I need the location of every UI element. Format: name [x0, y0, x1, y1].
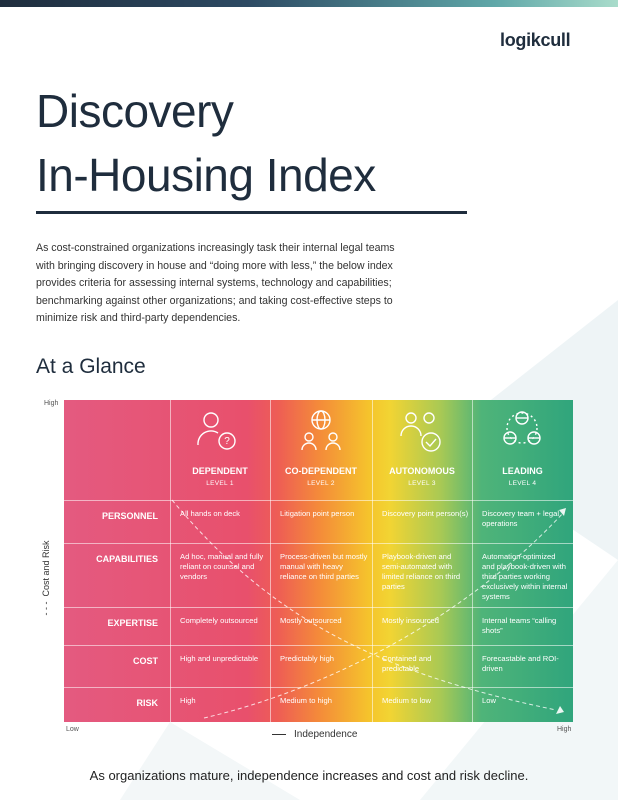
cell-text: Ad hoc, manual and fully reliant on coun…: [180, 552, 264, 581]
cell-text: Mostly outsourced: [280, 616, 342, 625]
y-axis-title: Cost and Risk: [41, 540, 51, 597]
icon-part: [506, 412, 538, 444]
row-label: COST: [132, 656, 158, 666]
cell-text: Playbook-driven and semi-automated with …: [382, 552, 461, 591]
icon-part: [400, 425, 422, 437]
cell-text: Completely outsourced: [180, 616, 258, 625]
x-axis-title: Independence: [294, 729, 358, 740]
cell-text: Contained and predictable: [382, 654, 432, 673]
trend-arrow: [171, 499, 557, 711]
icon-part: [515, 411, 529, 425]
axis-line: [272, 733, 286, 736]
top-bar: [0, 0, 618, 7]
title: In-Housing Index: [36, 149, 376, 201]
icon-part: [405, 412, 417, 424]
cell-text: Low: [482, 696, 496, 705]
cell-text: Medium to high: [280, 696, 332, 705]
cell-text: Predictably high: [280, 654, 335, 663]
grid-line: [64, 687, 573, 688]
icon-part: [304, 432, 314, 442]
axis-dash: - - -: [41, 596, 51, 616]
grid-line: [64, 607, 573, 608]
y-axis-label: - - - Cost and Risk: [41, 518, 51, 638]
intro-text: As cost-constrained organizations increa…: [36, 242, 395, 324]
icon-part: [423, 412, 435, 424]
level-name: CO-DEPENDENT: [284, 466, 357, 476]
matrix: DEPENDENT LEVEL 1 CO-DEPENDENT LEVEL 2 AUTON…: [64, 400, 573, 722]
cell-text: Discovery point person(s): [382, 509, 469, 518]
x-axis-label: Independence: [272, 729, 357, 740]
level-name: LEADING: [502, 466, 543, 476]
grid-line: [64, 645, 573, 646]
icon-glyph: ?: [224, 436, 230, 447]
row-label: EXPERTISE: [107, 618, 158, 628]
x-axis-low: Low: [66, 726, 79, 733]
cell-text: Automation-optimized and playbook-driven…: [482, 552, 568, 601]
logo: logikcull: [500, 30, 571, 50]
grid-line: [64, 543, 573, 544]
row-label: CAPABILITIES: [96, 554, 158, 564]
cell-text: Process-driven but mostly manual with he…: [280, 552, 368, 581]
level-number: LEVEL 1: [206, 480, 234, 487]
icon-part: [311, 410, 331, 430]
icon-part: [203, 412, 219, 428]
title: Discovery: [36, 85, 234, 137]
grid-line: [270, 400, 271, 722]
icon-part: [503, 431, 517, 445]
section-title: At a Glance: [36, 355, 146, 378]
icon-part: [425, 438, 437, 448]
icon-part: [325, 442, 341, 451]
grid-line: [64, 500, 573, 501]
caption: As organizations mature, independence in…: [89, 768, 529, 783]
level-number: LEVEL 2: [307, 480, 335, 487]
level-number: LEVEL 3: [408, 480, 436, 487]
icon-part: [316, 410, 326, 430]
grid-line: [372, 400, 373, 722]
cell-text: Forecastable and ROI-driven: [482, 654, 559, 673]
cell-text: Litigation point person: [280, 509, 355, 518]
level-name: AUTONOMOUS: [389, 466, 455, 476]
level-number: LEVEL 4: [508, 480, 537, 487]
cell-text: Internal teams “calling shots”: [482, 616, 557, 635]
cell-text: All hands on deck: [180, 509, 240, 518]
grid-line: [170, 400, 171, 722]
y-axis-high: High: [44, 400, 59, 407]
icon-part: [527, 431, 541, 445]
cell-text: High: [180, 696, 196, 705]
icon-part: [328, 432, 338, 442]
title-rule: [36, 211, 467, 214]
row-label: PERSONNEL: [101, 511, 158, 521]
icon-part: [301, 442, 317, 451]
level-name: DEPENDENT: [192, 466, 248, 476]
cell-text: Medium to low: [382, 696, 431, 705]
icon-part: [421, 432, 441, 452]
x-axis-high: High: [557, 726, 572, 733]
icon-part: [218, 432, 236, 450]
icon-part: [197, 430, 219, 446]
row-label: RISK: [136, 698, 158, 708]
cell-text: High and unpredictable: [180, 654, 259, 663]
cell-text: Discovery team + legal operations: [482, 509, 560, 528]
arrow-head: [556, 706, 564, 714]
grid-line: [472, 400, 473, 722]
cell-text: Mostly insourced: [382, 616, 439, 625]
